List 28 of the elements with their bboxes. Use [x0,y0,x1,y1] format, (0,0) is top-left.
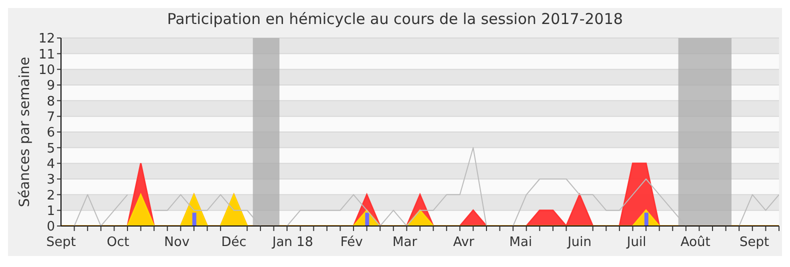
x-tick-label: Fév [340,235,364,250]
x-tick-label: Nov [164,235,190,250]
y-tick-label: 5 [46,141,55,156]
y-tick-label: 11 [38,47,55,62]
y-tick-label: 3 [46,172,55,188]
y-tick-label: 7 [46,110,55,125]
y-axis-title: Séances par semaine [16,56,33,208]
y-tick-label: 6 [46,126,55,141]
y-tick-label: 12 [38,32,55,47]
x-tick-label: Déc [221,235,246,250]
y-tick-label: 0 [46,220,55,235]
y-tick-label: 10 [38,62,55,78]
x-tick-label: Mar [392,235,418,250]
y-tick-label: 2 [46,188,55,204]
x-tick-label: Sept [740,235,770,250]
x-tick-label: Juin [566,235,592,250]
y-tick-label: 9 [46,78,55,94]
x-tick-label: Juil [626,235,646,250]
y-tick-label: 4 [46,156,55,172]
x-tick-label: Sept [46,235,76,250]
x-tick-label: Mai [509,235,532,250]
y-tick-label: 8 [46,94,55,110]
chart-title: Participation en hémicycle au cours de la session 2017-2018 [166,9,624,30]
x-tick-label: Août [680,235,710,250]
x-tick-label: Oct [106,235,130,250]
x-tick-label: Jan 18 [271,235,314,250]
y-tick-label: 1 [46,204,55,219]
x-tick-label: Avr [453,235,475,250]
